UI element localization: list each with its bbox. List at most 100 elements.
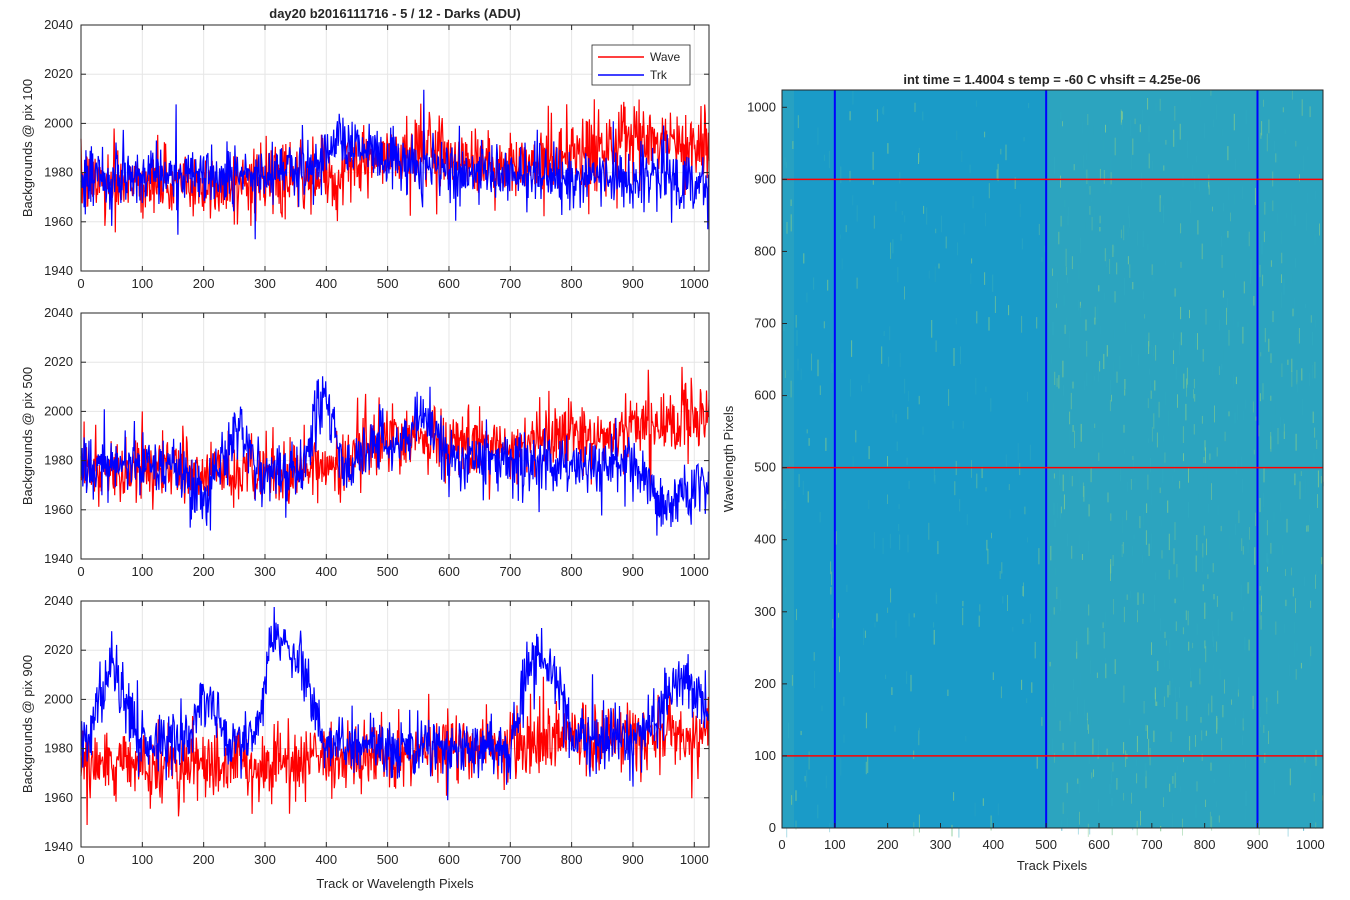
heatmap-speckle: [1267, 558, 1269, 565]
heatmap-speckle: [906, 671, 908, 684]
heatmap-speckle: [883, 106, 885, 115]
y-tick-label: 2020: [44, 66, 73, 81]
y-tick-labels: 1940 1960 1980 2000 2020 2040: [44, 17, 709, 278]
x-tick-label: 100: [131, 564, 153, 579]
heatmap-speckle: [1283, 278, 1285, 295]
heatmap-speckle: [1263, 492, 1264, 508]
heatmap-speckle: [1099, 215, 1101, 224]
heatmap-speckle: [1242, 546, 1244, 555]
heatmap-speckle: [1269, 132, 1271, 138]
heatmap-speckle: [1140, 172, 1142, 190]
heatmap-speckle: [1244, 637, 1246, 650]
heatmap-speckle: [1126, 594, 1128, 600]
heatmap-speckle: [865, 761, 867, 775]
heatmap-speckle: [1205, 799, 1206, 807]
heatmap-speckle: [1186, 705, 1188, 722]
heatmap-speckle: [1132, 455, 1134, 460]
heatmap-speckle: [1274, 779, 1275, 795]
heatmap-speckle: [1235, 376, 1237, 385]
heatmap-speckle: [1179, 480, 1181, 489]
heatmap-speckle: [1263, 724, 1265, 733]
heatmap-speckle: [1122, 111, 1123, 120]
heatmap-speckle: [1195, 555, 1197, 572]
heatmap-speckle: [1230, 683, 1232, 691]
heatmap-speckle: [1203, 476, 1205, 481]
heatmap-speckle: [1185, 610, 1187, 621]
heatmap-speckle: [1127, 256, 1129, 265]
heatmap-speckle: [1152, 160, 1154, 171]
heatmap-speckle: [1316, 571, 1318, 577]
heatmap-speckle: [1063, 294, 1065, 306]
heatmap-speckle: [1252, 652, 1254, 657]
heatmap-speckle: [831, 363, 833, 373]
left-title: day20 b2016111716 - 5 / 12 - Darks (ADU): [269, 6, 520, 21]
heatmap-speckle: [1112, 555, 1114, 566]
heatmap-speckle: [1111, 797, 1113, 807]
heatmap-speckle: [1264, 328, 1266, 343]
heatmap-speckle: [1186, 405, 1188, 417]
heatmap-speckle: [933, 629, 935, 645]
heatmap-speckle: [1204, 123, 1206, 139]
heatmap-speckle: [934, 266, 936, 283]
heatmap-speckle: [1055, 567, 1057, 576]
heatmap-speckle: [1173, 350, 1174, 364]
heatmap-bright-edge: [782, 90, 794, 828]
heatmap-speckle: [890, 242, 892, 259]
heatmap-speckle: [1317, 494, 1318, 508]
heatmap-speckle: [1058, 375, 1060, 389]
heatmap-speckle: [984, 272, 986, 285]
heatmap-speckle: [1171, 196, 1173, 203]
heatmap-speckle: [1266, 133, 1268, 152]
x-tick-label: 500: [377, 564, 399, 579]
heatmap-speckle: [1113, 329, 1115, 339]
heatmap-speckle: [1264, 202, 1266, 215]
heatmap-speckle: [1060, 175, 1061, 188]
heatmap-speckle: [1047, 626, 1048, 634]
legend-label-trk: Trk: [650, 68, 668, 82]
heatmap-speckle: [1129, 264, 1131, 278]
heatmap-speckle: [1145, 335, 1147, 352]
heatmap-speckle: [1259, 393, 1261, 402]
x-tick-label: 200: [193, 852, 215, 867]
heatmap-speckle: [1076, 637, 1078, 653]
y-tick-label: 2040: [44, 17, 73, 32]
heatmap-speckle: [868, 374, 870, 383]
heatmap-speckle: [1005, 454, 1007, 468]
heatmap-speckle: [1186, 378, 1188, 388]
heatmap-speckle: [959, 499, 961, 512]
heatmap-speckle: [1267, 566, 1268, 572]
heatmap-speckle: [1023, 137, 1025, 142]
heatmap-speckle: [1103, 353, 1105, 369]
heatmap-speckle: [1222, 290, 1224, 298]
heatmap-speckle: [852, 195, 854, 206]
heatmap-speckle: [1103, 632, 1105, 649]
heatmap-speckle: [918, 727, 920, 734]
heatmap-speckle: [1080, 305, 1082, 318]
heatmap-speckle: [1178, 227, 1180, 239]
heatmap-speckle: [1134, 477, 1136, 484]
heatmap-speckle: [1276, 213, 1278, 223]
heatmap-speckle: [981, 466, 983, 479]
heatmap-speckle: [1281, 252, 1283, 264]
heatmap-speckle: [1049, 744, 1051, 757]
heatmap-speckle: [806, 292, 808, 303]
heatmap-speckle: [1190, 667, 1192, 679]
heatmap-speckle: [1132, 824, 1134, 831]
heatmap-speckle: [978, 615, 980, 627]
right-title: int time = 1.4004 s temp = -60 C vhsift …: [903, 72, 1200, 87]
x-tick-label: 700: [499, 564, 521, 579]
heatmap-speckle: [1082, 122, 1083, 134]
series-trk: [80, 89, 710, 240]
heatmap-speckle: [1050, 609, 1052, 627]
heatmap-speckle: [1152, 270, 1154, 282]
heatmap-speckle: [1281, 363, 1283, 377]
heatmap-speckle: [785, 587, 787, 594]
heatmap-speckle: [1087, 114, 1089, 126]
heatmap-speckle: [1176, 765, 1178, 771]
heatmap-speckle: [1200, 717, 1202, 723]
heatmap-speckle: [990, 815, 992, 831]
heatmap-speckle: [951, 824, 953, 837]
heatmap-speckle: [1149, 767, 1151, 780]
heatmap-speckle: [1087, 823, 1089, 837]
heatmap-speckle: [1125, 750, 1127, 767]
